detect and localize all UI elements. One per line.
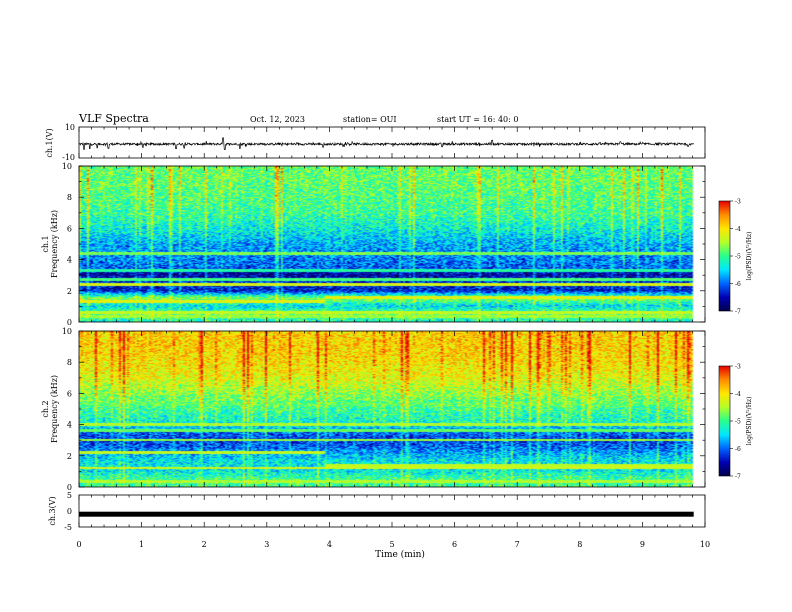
ch3-ytick-mid: 0 <box>67 507 72 516</box>
ch1-freq-ticks: 0 2 4 6 8 10 <box>62 162 705 327</box>
ch3-level-trace <box>79 511 694 517</box>
ch2-freq-label: Frequency (kHz) <box>50 375 59 443</box>
ch3-ylabel: ch.3(V) <box>48 496 57 525</box>
time-tick-label: 7 <box>515 540 520 549</box>
ch2-freq-ticks: 0 2 4 6 8 10 <box>62 327 705 492</box>
time-tick-label: 2 <box>202 540 207 549</box>
ch1-colorbar <box>718 200 731 312</box>
time-tick-label: 5 <box>389 540 394 549</box>
freq-tick-label: 10 <box>62 162 72 171</box>
time-tick-label: 3 <box>264 540 269 549</box>
start-time-label: start UT = 16: 40: 0 <box>437 115 518 124</box>
freq-tick-label: 0 <box>67 483 72 492</box>
freq-tick-label: 8 <box>67 358 72 367</box>
ch3-panel: 5 0 -5 ch.3(V) <box>48 491 706 532</box>
time-axis-ticks <box>78 127 706 527</box>
station-label: station= OUI <box>343 115 397 124</box>
ch1-ytick-bottom: -10 <box>62 153 75 162</box>
colorbar-tick-label: -5 <box>735 419 741 426</box>
time-tick-label: 0 <box>76 540 81 549</box>
freq-tick-label: 6 <box>67 224 72 233</box>
freq-tick-label: 8 <box>67 193 72 202</box>
ch1-colorbar-label: log(PSD)(V²/Hz) <box>746 232 753 281</box>
ch2-colorbar <box>718 365 731 477</box>
freq-tick-label: 2 <box>67 452 72 461</box>
colorbar-tick-label: -3 <box>735 199 741 206</box>
colorbar-tick-label: -4 <box>735 391 741 398</box>
ch2-spectrogram-image <box>79 331 705 487</box>
freq-tick-label: 10 <box>62 327 72 336</box>
freq-tick-label: 4 <box>67 256 72 265</box>
ch2-colorbar-ticks: -3 -4 -5 -6 -7 <box>730 364 741 481</box>
ch1-freq-label: Frequency (kHz) <box>50 210 59 278</box>
colorbar-tick-label: -7 <box>735 474 741 481</box>
figure-title: VLF Spectra <box>78 112 149 125</box>
colorbar-tick-label: -4 <box>735 226 741 233</box>
time-axis-title: Time (min) <box>375 549 425 560</box>
ch1-spectrogram-image <box>79 166 705 322</box>
colorbar-tick-label: -7 <box>735 309 741 316</box>
colorbar-tick-label: -3 <box>735 364 741 371</box>
ch1-ylabel: ch.1(V) <box>45 128 54 157</box>
colorbar-tick-label: -6 <box>735 446 741 453</box>
time-tick-label: 8 <box>577 540 582 549</box>
ch1-freq-label-channel: ch.1 <box>41 235 50 252</box>
time-axis-labels: 0 1 2 3 4 5 6 7 8 9 10 <box>76 540 710 549</box>
time-tick-label: 9 <box>640 540 645 549</box>
ch3-ytick-bottom: -5 <box>64 523 72 532</box>
ch2-colorbar-label: log(PSD)(V²/Hz) <box>746 397 753 446</box>
ch1-ytick-top: 10 <box>65 123 75 132</box>
freq-tick-label: 6 <box>67 389 72 398</box>
date-label: Oct. 12, 2023 <box>250 115 305 124</box>
ch2-freq-label-channel: ch.2 <box>41 400 50 417</box>
ch1-frame <box>78 126 706 159</box>
freq-tick-label: 2 <box>67 287 72 296</box>
colorbar-tick-label: -5 <box>735 254 741 261</box>
ch1-colorbar-ticks: -3 -4 -5 -6 -7 <box>730 199 741 316</box>
freq-tick-label: 4 <box>67 421 72 430</box>
time-tick-label: 10 <box>700 540 710 549</box>
ch3-ytick-top: 5 <box>67 491 72 500</box>
ch1-panel: 10 -10 ch.1(V) <box>45 123 706 162</box>
ch1-trace <box>78 137 694 150</box>
time-tick-label: 6 <box>452 540 457 549</box>
time-tick-label: 1 <box>139 540 144 549</box>
time-tick-label: 4 <box>327 540 332 549</box>
freq-tick-label: 0 <box>67 318 72 327</box>
colorbar-tick-label: -6 <box>735 281 741 288</box>
